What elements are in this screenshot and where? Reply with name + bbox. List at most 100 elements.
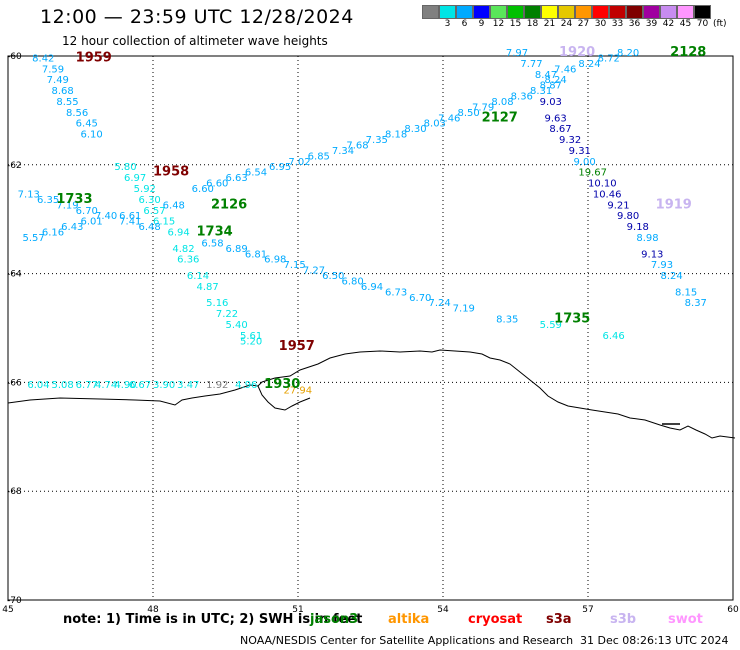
wave-height-value: 8.42 xyxy=(32,53,54,64)
axis-labels: 45 48 51 54 57 60 -60 -62 -64 -66 -68 -70 xyxy=(2,52,739,615)
lon-tick-label: 51 xyxy=(292,605,303,615)
legend-swatch xyxy=(422,5,439,19)
legend-swatches xyxy=(422,5,727,19)
legend-label: 42 xyxy=(662,19,675,29)
wave-height-value: 6.48 xyxy=(139,222,161,233)
wave-height-value: 19.67 xyxy=(578,168,607,179)
wave-height-value: 6.67 xyxy=(129,380,151,391)
lon-tick-label: 54 xyxy=(437,605,449,615)
wave-height-value: 7.49 xyxy=(47,75,69,86)
page-title: 12:00 — 23:59 UTC 12/28/2024 xyxy=(40,6,354,28)
legend-swatch xyxy=(694,5,711,19)
wave-height-value: 5.08 xyxy=(52,380,74,391)
legend-label: 70 xyxy=(696,19,709,29)
antarctic-coastline xyxy=(7,349,736,439)
legend-swatch xyxy=(558,5,575,19)
wave-height-value: 7.68 xyxy=(346,140,368,151)
wave-height-value: 8.56 xyxy=(66,108,88,119)
wave-height-value: 6.57 xyxy=(143,206,165,217)
lat-tick-label: -64 xyxy=(7,270,22,280)
legend-swatch xyxy=(456,5,473,19)
wave-height-value: 5.61 xyxy=(240,331,262,342)
lat-tick-label: -60 xyxy=(7,52,22,62)
wave-height-value: 7.79 xyxy=(472,102,494,113)
wave-height-value: 5.57 xyxy=(23,233,45,244)
legend-swatch xyxy=(524,5,541,19)
wave-height-value: 7.46 xyxy=(554,64,576,75)
wave-height-value: 6.70 xyxy=(76,206,98,217)
wave-height-value: 9.63 xyxy=(545,113,567,124)
wave-height-value: 6.16 xyxy=(42,228,64,239)
wave-height-value: 9.31 xyxy=(569,146,591,157)
wave-height-value: 8.55 xyxy=(56,97,78,108)
wave-height-value: 8.36 xyxy=(511,92,533,103)
wave-height-value: 6.35 xyxy=(37,195,59,206)
legend-label: 3 xyxy=(444,19,451,29)
wave-height-value: 7.19 xyxy=(56,200,78,211)
wave-height-value: 7.59 xyxy=(42,64,64,75)
legend-label: 15 xyxy=(509,19,522,29)
wave-height-value: 6.94 xyxy=(168,228,190,239)
wave-height-value: 6.36 xyxy=(177,255,199,266)
wave-height-value: 7.22 xyxy=(216,309,238,320)
wave-height-value: 8.03 xyxy=(424,119,446,130)
coastline-bay xyxy=(257,385,311,411)
wave-height-value: 8.67 xyxy=(549,124,571,135)
pass-time-label: 2128 xyxy=(670,45,706,60)
legend-swatch xyxy=(439,5,456,19)
wave-height-value: 6.48 xyxy=(163,200,185,211)
wave-height-value: 6.04 xyxy=(27,380,49,391)
legend-swatch xyxy=(677,5,694,19)
satellite-label-swot: swot xyxy=(668,612,703,627)
wave-height-value: 10.10 xyxy=(588,179,617,190)
wave-height-value: 6.81 xyxy=(245,249,267,260)
wave-height-value: 8.30 xyxy=(404,124,426,135)
lon-tick-label: 57 xyxy=(582,605,593,615)
lat-tick-label: -66 xyxy=(7,378,22,388)
wave-height-value: 6.46 xyxy=(603,331,625,342)
wave-height-value: 9.13 xyxy=(641,249,663,260)
wave-height-value: 7.13 xyxy=(18,189,40,200)
wave-height-value: 8.87 xyxy=(540,81,562,92)
wave-height-value: 5.59 xyxy=(540,320,562,331)
satellite-label-cryosat: cryosat xyxy=(468,612,523,627)
wave-height-value: 6.63 xyxy=(226,173,248,184)
wave-height-value: 8.24 xyxy=(661,271,683,282)
wave-height-value: 7.93 xyxy=(651,260,673,271)
wave-height-value: 4.82 xyxy=(172,244,194,255)
wave-height-value: 8.98 xyxy=(636,233,658,244)
wave-height-value: 6.43 xyxy=(61,222,83,233)
legend-label: 27 xyxy=(577,19,590,29)
wave-height-value: 7.34 xyxy=(332,146,354,157)
wave-height-value: 7.35 xyxy=(366,135,388,146)
wave-height-value: 6.94 xyxy=(361,282,383,293)
map-frame xyxy=(7,55,734,601)
legend-labels: 3 6 9 12 15 18 21 24 27 30 33 36 39 42 45 70 (ft) xyxy=(422,19,727,29)
wave-height-value: 8.37 xyxy=(685,298,707,309)
pass-time-labels: 1959 1958 1733 2126 1734 1957 1930 2127 1920 2128… xyxy=(56,45,706,392)
color-legend: 3 6 9 12 15 18 21 24 27 30 33 36 39 42 45 70 (ft) xyxy=(422,5,727,29)
legend-label: 36 xyxy=(628,19,641,29)
lon-tick-label: 45 xyxy=(2,605,13,615)
satellite-label-altika: altika xyxy=(388,612,430,627)
legend-label: 9 xyxy=(478,19,485,29)
wave-height-value: 6.85 xyxy=(308,151,330,162)
wave-height-value: 8.15 xyxy=(675,287,697,298)
pass-time-label: 1735 xyxy=(554,312,590,327)
wave-height-value: 4.96 xyxy=(235,380,257,391)
legend-swatch xyxy=(660,5,677,19)
wave-height-value: 4.90 xyxy=(114,380,136,391)
legend-label: 18 xyxy=(526,19,539,29)
wave-height-value: 6.58 xyxy=(201,238,223,249)
legend-swatch xyxy=(592,5,609,19)
wave-height-value: 4.87 xyxy=(197,282,219,293)
legend-label: 39 xyxy=(645,19,658,29)
wave-height-value: 6.01 xyxy=(81,217,103,228)
wave-height-value: 8.72 xyxy=(598,53,620,64)
wave-height-value: 6.60 xyxy=(192,184,214,195)
lon-tick-label: 60 xyxy=(727,605,739,615)
wave-height-value: 5.92 xyxy=(134,184,156,195)
wave-height-value: 9.32 xyxy=(559,135,581,146)
wave-height-value: 9.80 xyxy=(617,211,639,222)
wave-height-value: 7.19 xyxy=(453,304,475,315)
